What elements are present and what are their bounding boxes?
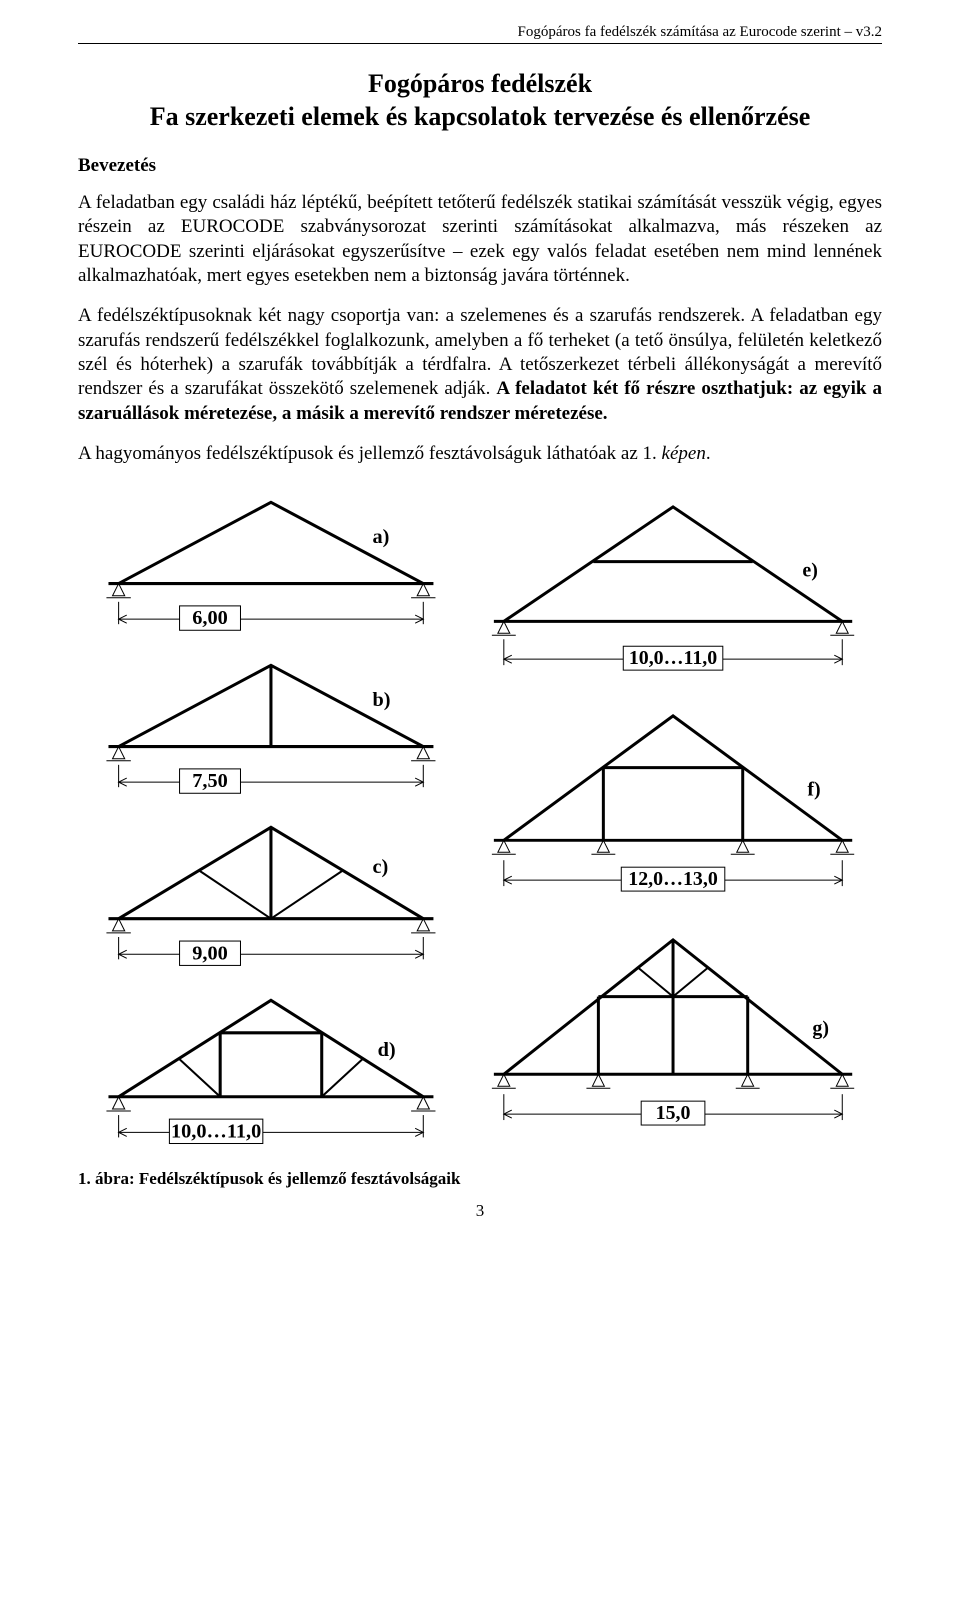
truss-d-label: d)	[378, 1039, 396, 1061]
truss-a-svg: 6,00 a)	[78, 482, 464, 644]
paragraph-1: A feladatban egy családi ház léptékű, be…	[78, 191, 882, 288]
figure-1-grid: 6,00 a)	[78, 482, 882, 1157]
section-heading-bevezetes: Bevezetés	[78, 155, 882, 177]
truss-a-span: 6,00	[192, 607, 228, 629]
paragraph-3-italic: képen	[662, 443, 706, 464]
title-line-2: Fa szerkezeti elemek és kapcsolatok terv…	[150, 102, 811, 131]
truss-d: 10,0…11,0 d)	[78, 980, 464, 1158]
truss-f-label: f)	[807, 779, 820, 801]
truss-g-label: g)	[812, 1018, 829, 1040]
truss-f: 12,0…13,0 f)	[464, 691, 882, 915]
truss-f-span: 12,0…13,0	[628, 868, 718, 890]
page-number: 3	[0, 1201, 960, 1221]
truss-b-label: b)	[373, 689, 391, 711]
truss-a: 6,00 a)	[78, 482, 464, 644]
figure-1: 6,00 a)	[78, 482, 882, 1157]
paragraph-3-prefix: A hagyományos fedélszéktípusok és jellem…	[78, 443, 662, 464]
document-title: Fogópáros fedélszék Fa szerkezeti elemek…	[78, 68, 882, 133]
truss-e-label: e)	[802, 560, 817, 582]
paragraph-2: A fedélszéktípusoknak két nagy csoportja…	[78, 304, 882, 426]
truss-c-label: c)	[373, 856, 389, 878]
title-line-1: Fogópáros fedélszék	[368, 69, 592, 98]
truss-f-svg: 12,0…13,0 f)	[464, 691, 882, 915]
page: Fogópáros fa fedélszék számítása az Euro…	[0, 0, 960, 1229]
paragraph-3-suffix: .	[706, 443, 711, 464]
running-head: Fogópáros fa fedélszék számítása az Euro…	[78, 24, 882, 44]
truss-b-svg: 7,50 b)	[78, 645, 464, 807]
truss-c-span: 9,00	[192, 942, 228, 964]
truss-c: 9,00 c)	[78, 807, 464, 980]
truss-b: 7,50 b)	[78, 645, 464, 807]
truss-d-svg: 10,0…11,0 d)	[78, 980, 464, 1158]
truss-a-label: a)	[373, 526, 390, 548]
figure-1-right-column: 10,0…11,0 e)	[464, 482, 882, 1157]
truss-g-svg: 15,0 g)	[464, 915, 882, 1149]
truss-e: 10,0…11,0 e)	[464, 482, 882, 691]
truss-e-svg: 10,0…11,0 e)	[464, 482, 882, 691]
truss-b-span: 7,50	[192, 770, 228, 792]
truss-g: 15,0 g)	[464, 915, 882, 1149]
truss-c-svg: 9,00 c)	[78, 807, 464, 980]
figure-1-caption: 1. ábra: Fedélszéktípusok és jellemző fe…	[78, 1169, 882, 1189]
truss-g-span: 15,0	[656, 1102, 691, 1124]
truss-e-span: 10,0…11,0	[629, 647, 717, 669]
truss-d-span: 10,0…11,0	[171, 1120, 261, 1142]
paragraph-3: A hagyományos fedélszéktípusok és jellem…	[78, 442, 882, 466]
figure-1-left-column: 6,00 a)	[78, 482, 464, 1157]
